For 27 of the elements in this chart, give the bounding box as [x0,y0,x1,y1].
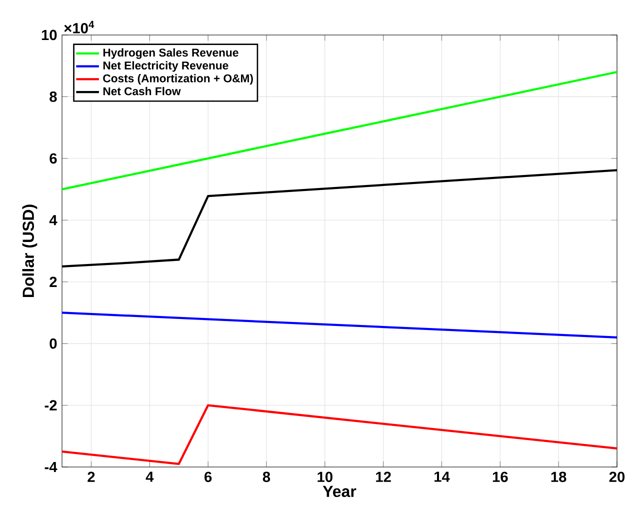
legend-label: Costs (Amortization + O&M) [103,74,253,85]
y-tick-label: 4 [49,215,58,226]
x-tick-label: 16 [492,472,508,482]
legend-label: Hydrogen Sales Revenue [103,48,238,59]
y-tick-label: 10 [42,30,57,40]
line-series [60,404,618,465]
text: ×10$^{4}$ [64,20,94,34]
x-tick-label: 6 [204,472,212,482]
y-tick-label: 2 [50,276,57,287]
x-axis-title: Year [322,486,356,498]
legend-label: Net Cash Flow [103,86,181,96]
y-tick-label: -4 [44,462,58,472]
x-tick-label: 12 [376,472,391,482]
x-tick-label: 14 [434,472,450,482]
y-tick-label: -2 [44,400,57,410]
x-tick-label: 18 [551,472,566,482]
x-tick-label: 10 [318,472,332,482]
y-tick-label: 8 [50,92,57,102]
x-tick-label: 4 [146,472,154,482]
y-tick-label: 6 [50,153,57,164]
x-tick-label: 20 [609,472,625,482]
legend-label: Net Electricity Revenue [103,61,228,72]
line-series [60,70,618,190]
y-tick-label: 0 [50,338,57,349]
y-axis-title: Dollar (USD) [22,204,38,298]
x-tick-label: 8 [262,472,270,482]
x-tick-label: 2 [88,472,95,482]
